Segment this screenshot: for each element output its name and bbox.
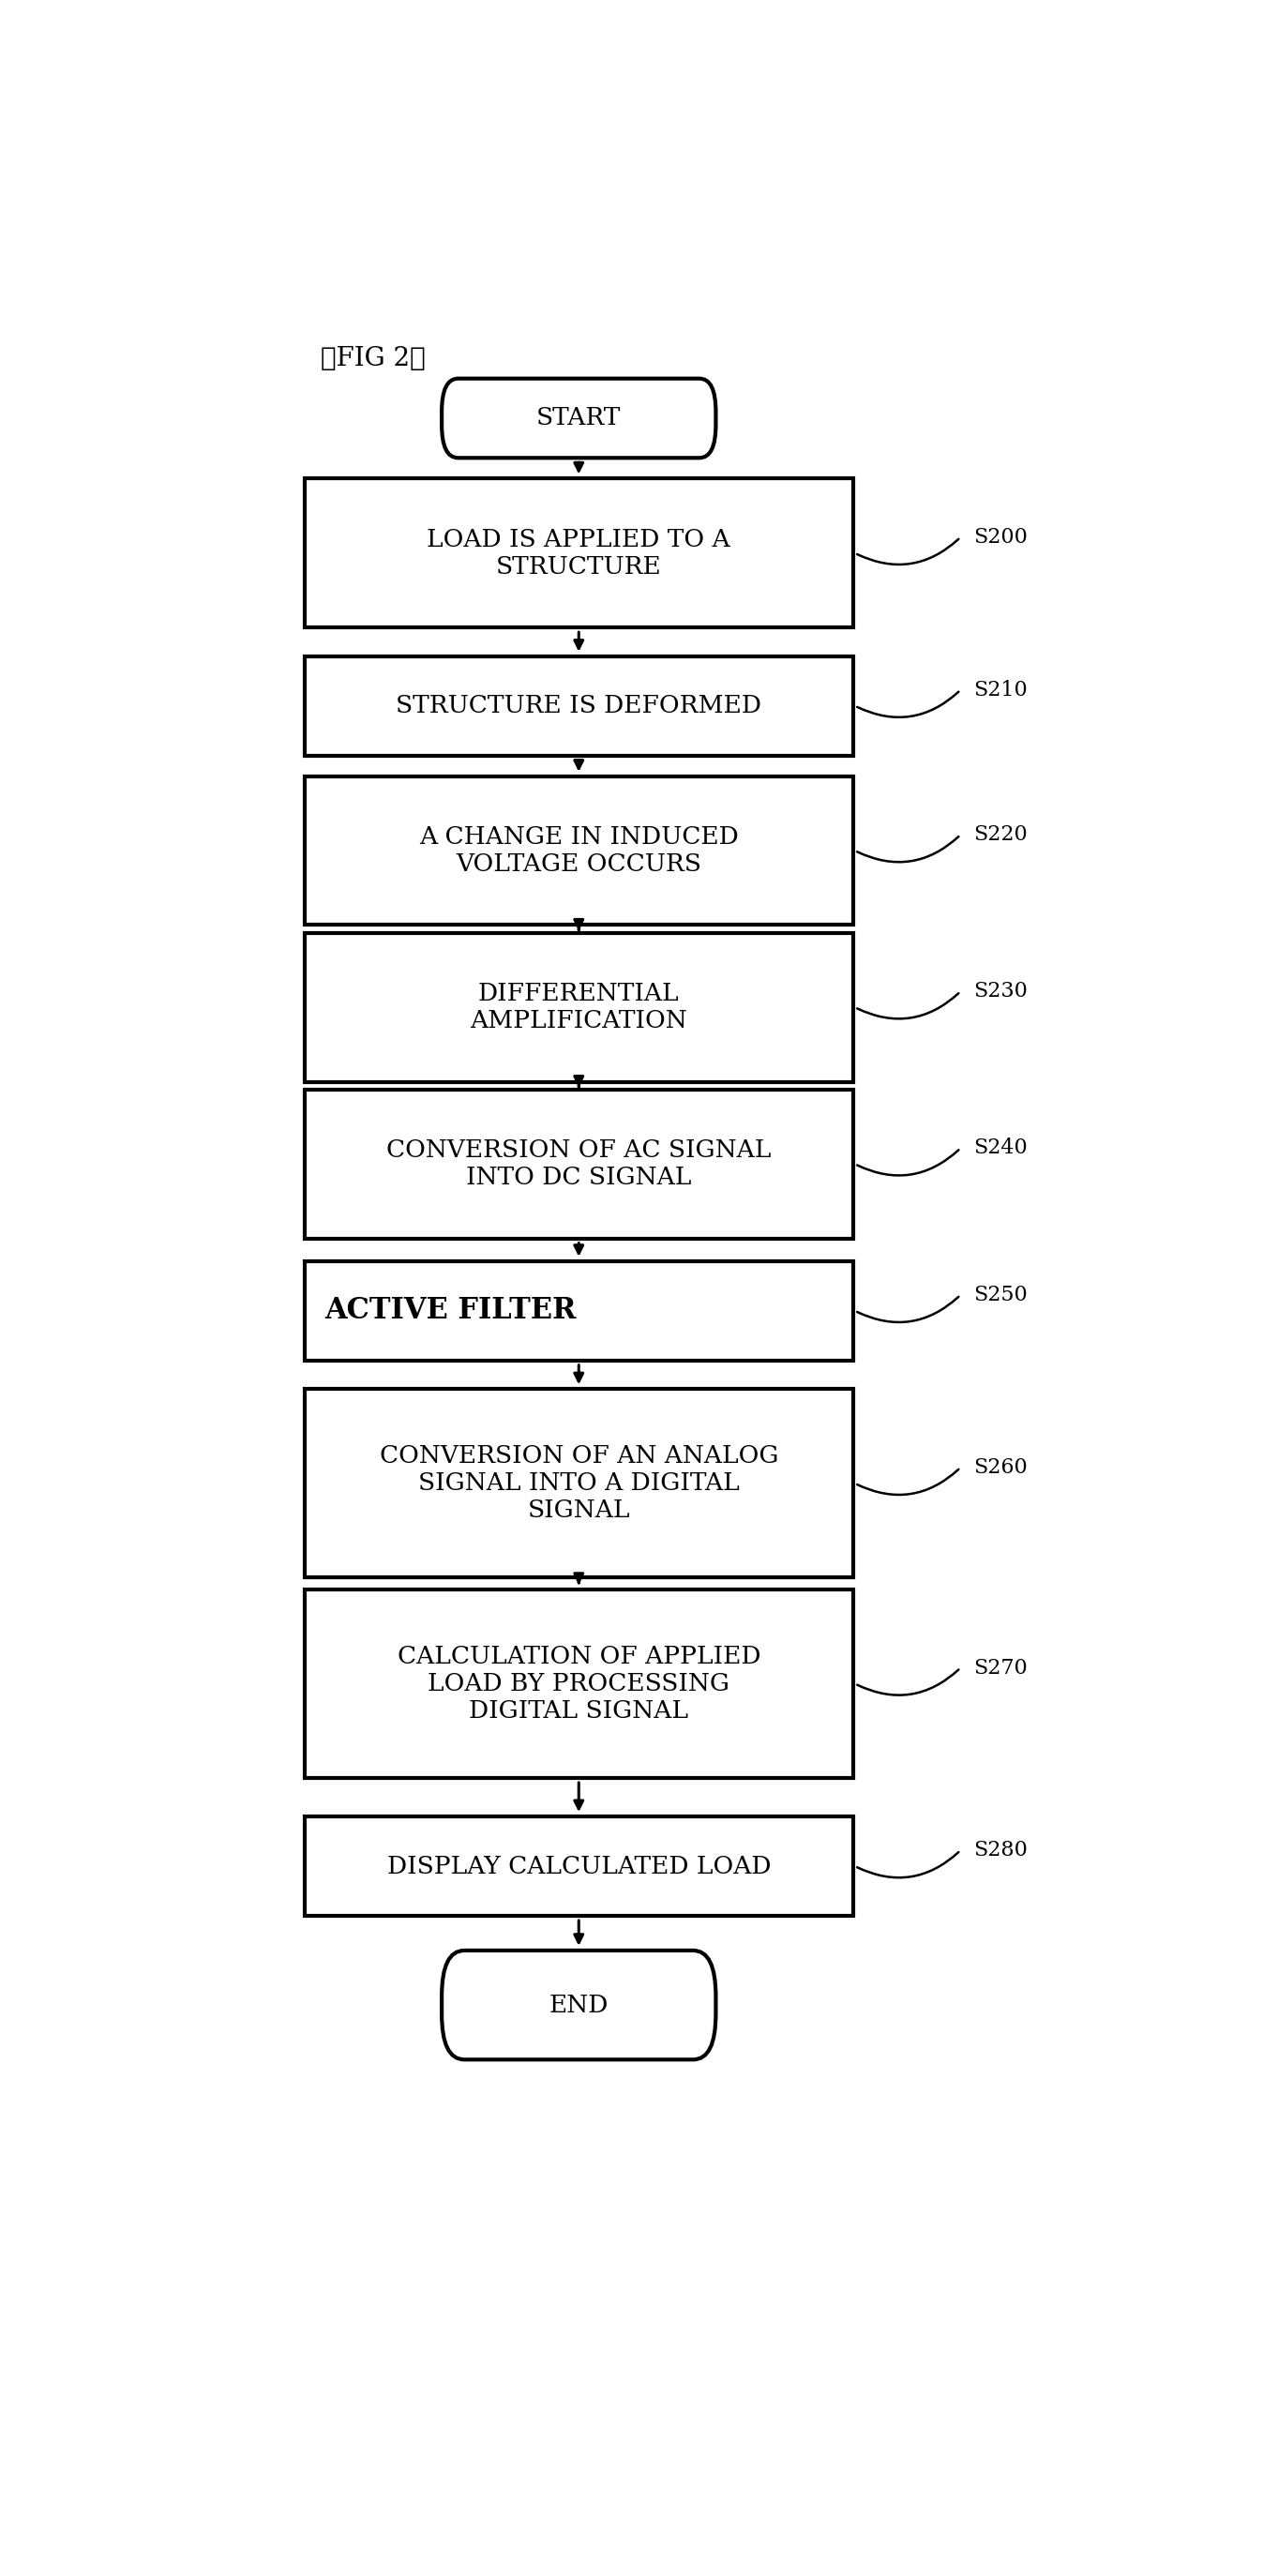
FancyBboxPatch shape xyxy=(442,379,716,459)
Text: A CHANGE IN INDUCED
VOLTAGE OCCURS: A CHANGE IN INDUCED VOLTAGE OCCURS xyxy=(419,824,739,876)
Bar xyxy=(304,775,853,925)
Text: S210: S210 xyxy=(974,680,1027,701)
Text: END: END xyxy=(549,1994,609,2017)
Bar xyxy=(304,1388,853,1577)
Text: DIFFERENTIAL
AMPLIFICATION: DIFFERENTIAL AMPLIFICATION xyxy=(470,981,687,1033)
Text: CONVERSION OF AN ANALOG
SIGNAL INTO A DIGITAL
SIGNAL: CONVERSION OF AN ANALOG SIGNAL INTO A DI… xyxy=(379,1445,778,1522)
Text: 《FIG 2》: 《FIG 2》 xyxy=(321,345,426,371)
Bar xyxy=(304,1816,853,1917)
Bar xyxy=(304,479,853,629)
Text: CALCULATION OF APPLIED
LOAD BY PROCESSING
DIGITAL SIGNAL: CALCULATION OF APPLIED LOAD BY PROCESSIN… xyxy=(397,1646,760,1723)
FancyBboxPatch shape xyxy=(442,1950,716,2061)
Text: S280: S280 xyxy=(974,1839,1028,1860)
Text: S260: S260 xyxy=(974,1458,1027,1479)
Text: ACTIVE FILTER: ACTIVE FILTER xyxy=(325,1296,576,1324)
Text: S200: S200 xyxy=(974,528,1028,549)
Text: START: START xyxy=(537,407,621,430)
Text: S270: S270 xyxy=(974,1656,1027,1677)
Text: S250: S250 xyxy=(974,1285,1027,1306)
Bar xyxy=(304,1090,853,1239)
Text: CONVERSION OF AC SIGNAL
INTO DC SIGNAL: CONVERSION OF AC SIGNAL INTO DC SIGNAL xyxy=(386,1139,772,1190)
Bar xyxy=(304,1262,853,1360)
Text: STRUCTURE IS DEFORMED: STRUCTURE IS DEFORMED xyxy=(395,693,762,719)
Bar xyxy=(304,657,853,755)
Bar xyxy=(304,933,853,1082)
Text: S220: S220 xyxy=(974,824,1027,845)
Text: DISPLAY CALCULATED LOAD: DISPLAY CALCULATED LOAD xyxy=(386,1855,770,1878)
Text: LOAD IS APPLIED TO A
STRUCTURE: LOAD IS APPLIED TO A STRUCTURE xyxy=(427,528,730,580)
Text: S240: S240 xyxy=(974,1139,1027,1159)
Bar xyxy=(304,1589,853,1777)
Text: S230: S230 xyxy=(974,981,1028,1002)
